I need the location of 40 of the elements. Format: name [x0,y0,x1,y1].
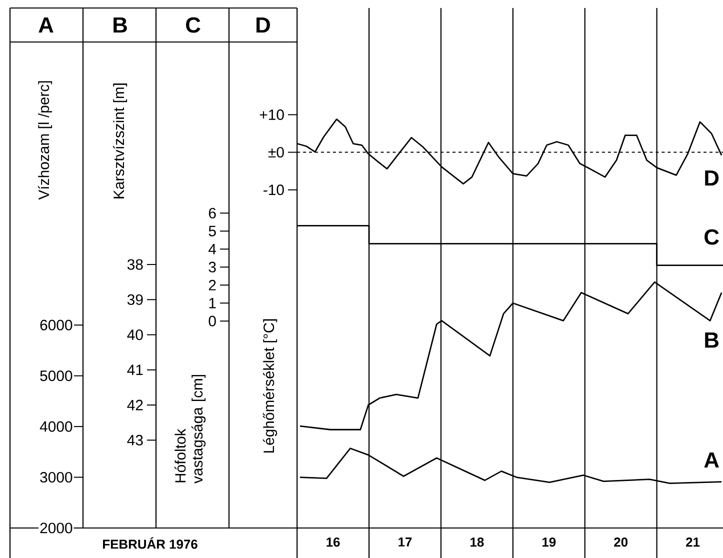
y-axis-title: Vízhozam [l /perc] [38,81,52,200]
y-tick-label: 4 [208,244,216,254]
y-tick-label: 6 [208,208,216,218]
series-label: B [705,332,718,348]
y-tick-label: 38 [127,259,143,270]
text: B [114,17,127,33]
y-tick-label: 42 [127,400,143,410]
x-tick-label: 18 [470,538,484,547]
y-tick-label: 6000 [40,320,72,330]
x-axis-title: FEBRUÁR 1976 [103,537,198,549]
y-tick-label: 41 [127,364,143,376]
text: A [38,17,54,33]
y-tick-label: 3 [208,262,216,272]
x-tick-label: 16 [326,538,340,547]
y-tick-label: 39 [127,294,143,305]
y-axis-title: Léghőmérséklet [°C] [262,319,278,453]
x-tick-label: 21 [686,538,700,547]
y-tick-label: 2 [208,280,216,290]
y-tick-label: 40 [127,329,143,340]
series-label: D [705,170,719,186]
x-tick-label: 17 [398,538,412,546]
y-tick-label: 5 [208,226,216,236]
y-tick-label: -10 [264,184,284,196]
y-axis-title: Karsztvízszint [m] [112,84,128,198]
y-tick-label: +10 [260,109,284,120]
y-tick-label: 1 [209,298,216,308]
series-label: A [704,452,719,468]
y-tick-label: 4000 [40,421,72,432]
x-tick-label: 19 [542,538,556,547]
x-tick-label: 20 [614,538,628,547]
y-tick-label: 0 [208,316,216,326]
y-tick-label: 5000 [40,370,72,382]
text: D [256,17,270,33]
y-tick-label: 3000 [40,472,72,483]
y-tick-label: 2000 [40,522,72,534]
text: C [186,17,200,33]
y-tick-label: 43 [127,434,143,446]
y-axis-title: Hófoltok vastagsága [cm] [174,374,206,484]
series-label: C [704,229,719,245]
y-tick-label: ±0 [268,146,284,158]
